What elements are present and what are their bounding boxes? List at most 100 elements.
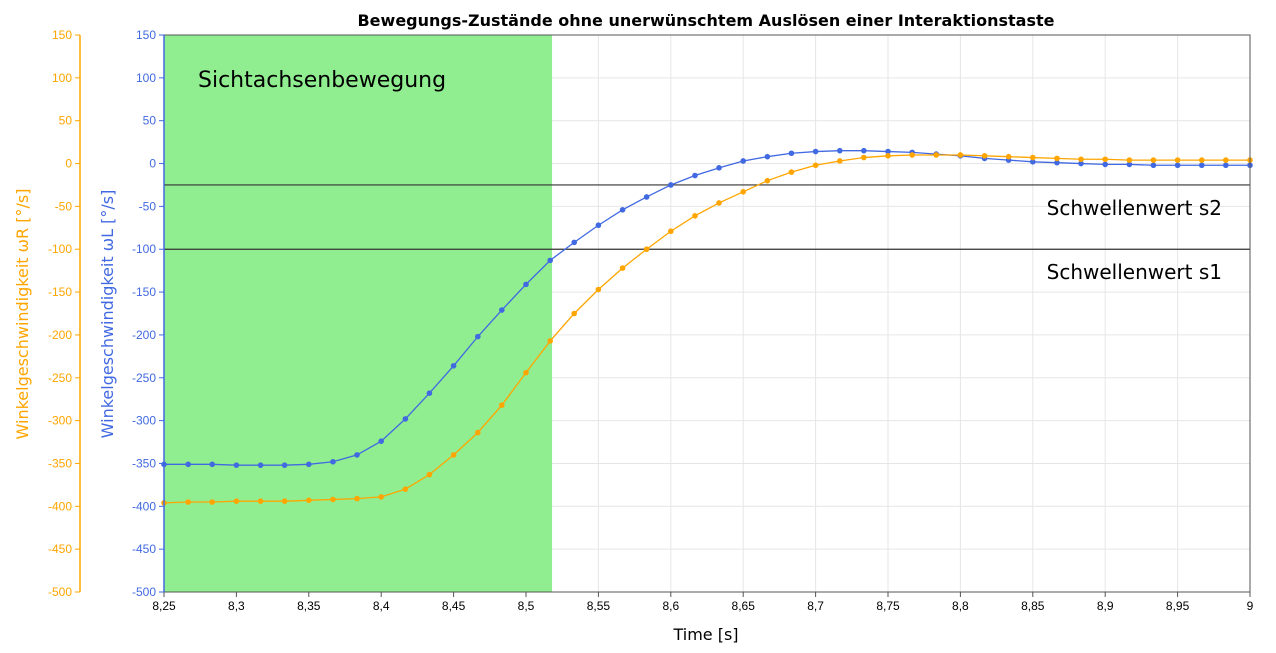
y-right-tick-label-9: -300 <box>48 414 72 428</box>
series-right-point-1 <box>185 499 191 505</box>
y-left-tick-label-4: -50 <box>139 199 157 213</box>
series-right-point-44 <box>1223 157 1229 163</box>
series-right-point-29 <box>861 154 867 161</box>
series-left-point-2 <box>209 461 216 468</box>
series-left-line <box>164 150 1250 466</box>
y-right-tick-label-12: -450 <box>48 542 72 556</box>
y-left-tick-label-10: -350 <box>132 456 156 470</box>
x-tick-label-15: 9 <box>1247 599 1254 613</box>
x-tick-label-6: 8,55 <box>587 599 611 613</box>
series-left-point-6 <box>306 461 312 468</box>
series-left-point-9 <box>378 438 385 444</box>
series-right-point-35 <box>1005 153 1012 160</box>
series-right-point-15 <box>523 369 529 376</box>
threshold-label-1: Schwellenwert s1 <box>1047 260 1222 284</box>
series-right-point-22 <box>692 213 698 219</box>
series-left-point-20 <box>643 194 650 200</box>
y-right-tick-label-1: 100 <box>52 71 72 85</box>
series-left-point-15 <box>523 281 529 288</box>
axis-layer: 8,25 8,3 8,35 8,4 8,45 8,5 8,55 8,6 8,65 8,7 8,75 8… <box>48 28 1254 613</box>
series-right-point-21 <box>668 228 674 235</box>
series-left-point-36 <box>1030 159 1036 165</box>
x-tick-label-0: 8,25 <box>152 599 176 613</box>
y-right-tick-label-3: 0 <box>65 157 72 171</box>
series-right-point-7 <box>330 496 336 503</box>
series-right-point-32 <box>933 152 940 158</box>
series-left-point-29 <box>861 147 867 154</box>
series-left-point-4 <box>257 462 264 468</box>
series-left-point-18 <box>595 222 602 229</box>
series-right-point-36 <box>1030 154 1036 161</box>
series-right-point-42 <box>1174 157 1181 163</box>
y-right-tick-label-2: 50 <box>59 114 73 128</box>
series-right-point-39 <box>1102 156 1108 163</box>
x-tick-label-10: 8,75 <box>876 599 900 613</box>
series-right-point-2 <box>209 499 216 505</box>
series-right-point-30 <box>885 153 891 159</box>
region-label: Sichtachsenbewegung <box>198 68 446 93</box>
y-right-tick-label-7: -200 <box>48 328 72 342</box>
series-left-point-22 <box>692 172 698 179</box>
series-right-point-41 <box>1150 157 1157 163</box>
series-left-point-28 <box>836 147 843 154</box>
series-right-point-34 <box>981 153 988 159</box>
x-tick-label-14: 8,95 <box>1166 599 1190 613</box>
x-tick-label-7: 8,6 <box>662 599 679 613</box>
series-right-point-24 <box>740 189 746 195</box>
series-right-point-12 <box>450 452 457 458</box>
series-right-point-5 <box>281 498 288 504</box>
series-right-point-28 <box>836 158 843 164</box>
x-tick-label-8: 8,65 <box>732 599 756 613</box>
y-right-tick-label-0: 150 <box>52 28 72 42</box>
series-left-point-11 <box>426 390 433 396</box>
y-right-tick-label-11: -400 <box>48 499 72 513</box>
series-right-point-3 <box>233 498 240 504</box>
series-left-point-12 <box>450 362 457 369</box>
y-left-tick-label-8: -250 <box>132 371 156 385</box>
y-left-tick-label-13: -500 <box>132 585 156 599</box>
series-right-point-10 <box>402 486 409 492</box>
series-left-point-39 <box>1102 161 1108 168</box>
y-right-tick-label-5: -100 <box>48 242 72 256</box>
series-left-point-23 <box>716 165 722 171</box>
series-left-point-37 <box>1054 159 1060 166</box>
y-right-tick-label-10: -350 <box>48 456 72 470</box>
series-right-point-40 <box>1126 157 1133 163</box>
series-right-point-14 <box>499 402 505 408</box>
series-left-point-21 <box>668 182 674 188</box>
series-left-point-16 <box>547 257 553 264</box>
y-left-tick-label-5: -100 <box>132 242 156 256</box>
series-left-point-42 <box>1174 162 1181 169</box>
y-left-tick-label-11: -400 <box>132 499 156 513</box>
series-left-point-44 <box>1223 162 1229 169</box>
series-right-point-38 <box>1078 156 1084 163</box>
series-left-point-1 <box>185 461 191 468</box>
series-left-point-7 <box>330 458 336 465</box>
series-left-point-40 <box>1126 161 1133 168</box>
series-left-point-8 <box>354 452 360 458</box>
y-left-tick-label-12: -450 <box>132 542 156 556</box>
series-right-point-9 <box>378 494 385 500</box>
series-left-point-14 <box>499 307 505 313</box>
y-left-tick-label-0: 150 <box>136 28 156 42</box>
series-left-point-27 <box>812 148 819 155</box>
y-axis-label-right: Winkelgeschwindigkeit ωR [°/s] <box>13 189 32 440</box>
series-right-point-18 <box>595 286 602 293</box>
series-left-point-3 <box>233 462 240 468</box>
series-left-point-19 <box>619 207 626 213</box>
series-right-point-19 <box>619 265 626 271</box>
series-right-point-26 <box>788 169 795 175</box>
sichtachsenbewegung-region <box>164 35 553 592</box>
series-left-point-26 <box>788 150 795 157</box>
series-left-point-5 <box>281 462 288 468</box>
series-left-point-43 <box>1198 162 1205 169</box>
x-tick-label-9: 8,7 <box>807 599 824 613</box>
series-left-point-30 <box>885 148 891 155</box>
series-left-point-24 <box>740 158 746 164</box>
series-right-point-11 <box>426 471 433 478</box>
x-axis-label: Time [s] <box>672 625 738 644</box>
series-left-point-25 <box>764 153 771 160</box>
threshold-layer: Schwellenwert s2 Schwellenwert s1 <box>164 184 1250 284</box>
y-left-tick-label-6: -150 <box>132 285 156 299</box>
